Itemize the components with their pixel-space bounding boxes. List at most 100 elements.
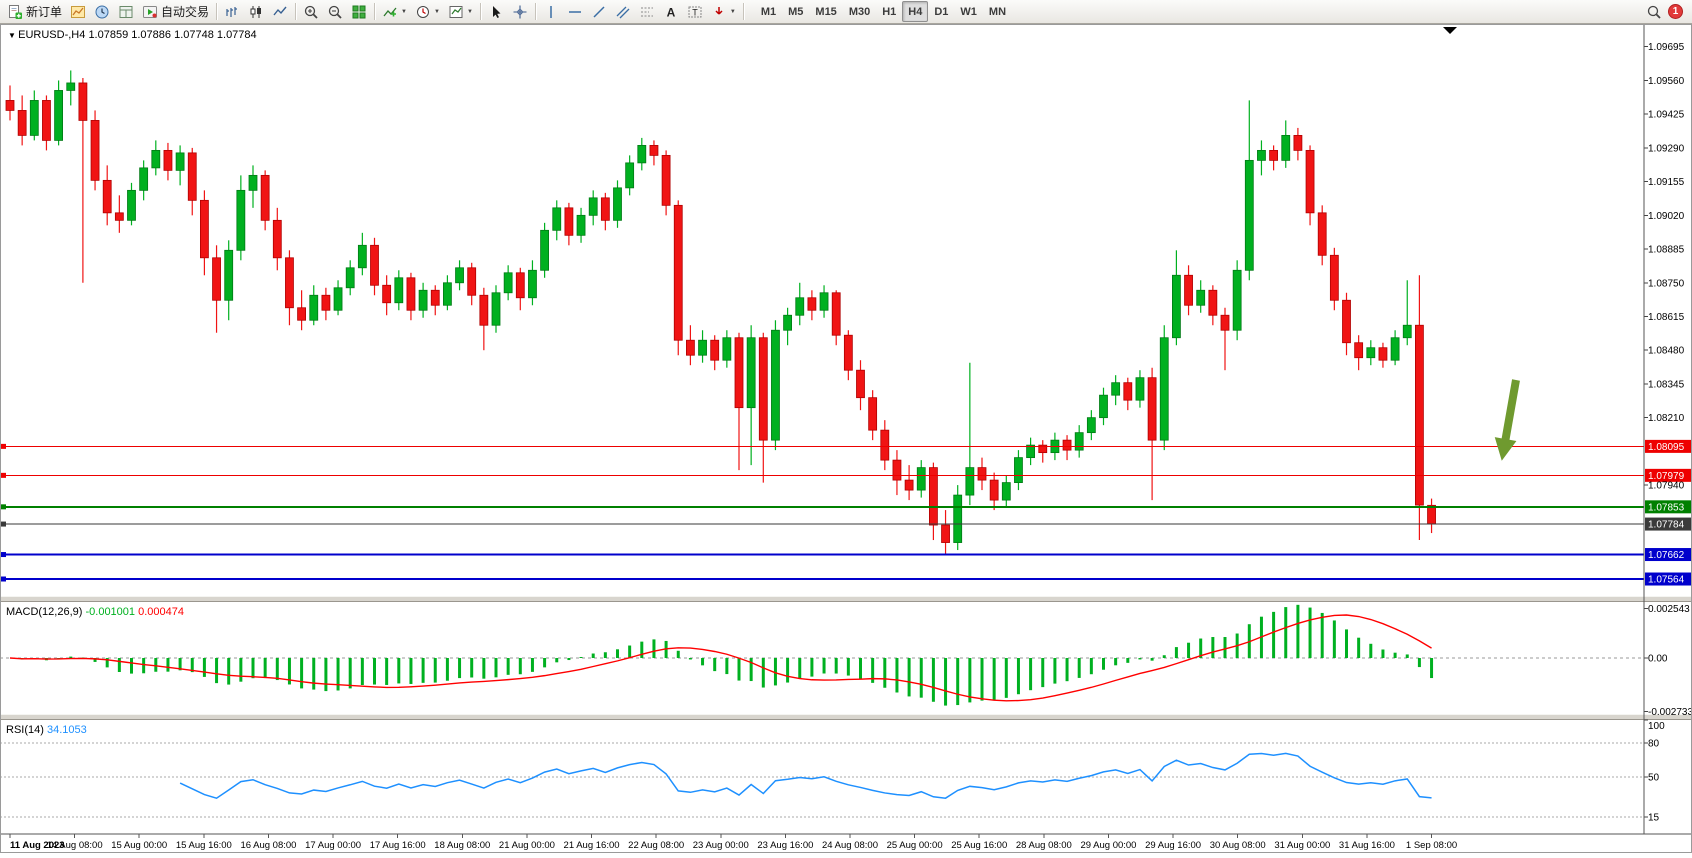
price-badge-label: 1.08095 [1648, 442, 1685, 453]
crosshair-button[interactable] [508, 1, 532, 22]
timeframe-m30[interactable]: M30 [843, 1, 876, 22]
trendline-button[interactable] [587, 1, 611, 22]
macd-histogram [20, 604, 1434, 706]
text-label-icon: T [688, 6, 702, 17]
macd-label: MACD(12,26,9) -0.001001 0.000474 [6, 606, 184, 618]
toolbar-separator [374, 3, 376, 20]
profiles-icon [95, 5, 109, 18]
price-axis-label: 1.07940 [1648, 481, 1685, 492]
fibonacci-button[interactable] [635, 1, 659, 22]
toolbar-separator [479, 3, 481, 20]
rsi-axis-label: 100 [1648, 721, 1665, 732]
time-axis-label: 23 Aug 00:00 [693, 840, 749, 851]
timeframe-m15[interactable]: M15 [809, 1, 842, 22]
indicators-button[interactable]: ▼ [378, 1, 411, 22]
hline-anchor[interactable] [1, 552, 6, 558]
time-axis-label: 21 Aug 00:00 [499, 840, 555, 851]
zoom-out-button[interactable] [323, 1, 347, 22]
time-axis-label: 17 Aug 00:00 [305, 840, 361, 851]
price-badge [1645, 439, 1691, 453]
horizontal-line-icon [568, 10, 581, 13]
vertical-line-icon [550, 5, 552, 18]
timeframe-h1[interactable]: H1 [876, 1, 902, 22]
bar-chart-icon [226, 6, 238, 17]
new-chart-button[interactable] [66, 1, 90, 22]
rsi-panel: RSI(14) 34.1053 100 80 50 15 [0, 719, 1665, 823]
macd-panel: MACD(12,26,9) -0.001001 0.000474 0.002543… [0, 604, 1692, 718]
search-icon [1647, 5, 1661, 19]
time-axis-label: 17 Aug 16:00 [370, 840, 426, 851]
vertical-line-button[interactable] [539, 1, 563, 22]
timeframe-w1[interactable]: W1 [954, 1, 983, 22]
hline-anchor[interactable] [1, 576, 6, 582]
hline-anchor[interactable] [1, 443, 6, 449]
auto-trading-label: 自动交易 [161, 5, 210, 19]
hline-anchor[interactable] [1, 521, 6, 527]
svg-text:A: A [667, 5, 676, 19]
time-axis-label: 22 Aug 08:00 [628, 840, 684, 851]
macd-axis-label: -0.002733 [1648, 707, 1692, 718]
hline-anchor[interactable] [1, 472, 6, 478]
new-order-button[interactable]: 新订单 [3, 1, 66, 22]
hline-anchor[interactable] [1, 504, 6, 510]
time-axis-label: 25 Aug 16:00 [951, 840, 1007, 851]
price-badge-label: 1.07784 [1648, 520, 1685, 531]
panel-splitter[interactable] [0, 714, 1692, 720]
chart-window: 1.08095 1.07979 1.07853 1.07784 1.07662 1.075… [0, 24, 1692, 853]
text-icon: A [667, 5, 676, 19]
timeframe-m1[interactable]: M1 [755, 1, 782, 22]
time-axis-label: 25 Aug 00:00 [887, 840, 943, 851]
price-badge-label: 1.07853 [1648, 502, 1685, 513]
down-arrow-annotation[interactable] [1491, 378, 1527, 463]
price-axis-label: 1.09425 [1648, 110, 1685, 121]
arrows-button[interactable]: ▼ [707, 1, 740, 22]
text-label-button[interactable]: T [683, 1, 707, 22]
zoom-in-button[interactable] [299, 1, 323, 22]
chevron-down-icon: ▼ [729, 8, 736, 15]
tile-windows-button[interactable] [347, 1, 371, 22]
rsi-axis-label: 50 [1648, 773, 1660, 784]
price-badge [1645, 468, 1691, 482]
line-chart-button[interactable] [268, 1, 292, 22]
timeframe-h4[interactable]: H4 [902, 1, 929, 22]
time-axis-label: 18 Aug 08:00 [434, 840, 490, 851]
strategy-tester-button[interactable] [114, 1, 138, 22]
toolbar-separator [534, 3, 536, 20]
macd-axis-label: 0.00 [1648, 654, 1668, 665]
time-axis-label: 1 Sep 08:00 [1406, 840, 1457, 851]
timeframe-d1[interactable]: D1 [928, 1, 954, 22]
periods-button[interactable]: ▼ [411, 1, 444, 22]
price-axis-label: 1.08750 [1648, 278, 1685, 289]
scroll-position-marker[interactable] [1443, 27, 1457, 34]
channel-button[interactable] [611, 1, 635, 22]
text-button[interactable]: A [659, 1, 683, 22]
auto-trading-icon [143, 5, 158, 18]
new-order-icon [9, 4, 22, 19]
price-axis-label: 1.08480 [1648, 346, 1685, 357]
price-badge-label: 1.07979 [1648, 471, 1685, 482]
cursor-icon [492, 5, 501, 18]
time-axis-label: 28 Aug 08:00 [1016, 840, 1072, 851]
toolbar-separator [742, 3, 744, 20]
chart-title: ▼ EURUSD-,H4 1.07859 1.07886 1.07748 1.0… [8, 29, 257, 41]
timeframe-m5[interactable]: M5 [782, 1, 809, 22]
time-axis-label: 29 Aug 16:00 [1145, 840, 1201, 851]
price-axis-label: 1.09155 [1648, 177, 1685, 188]
search-button[interactable] [1642, 1, 1666, 22]
auto-trading-button[interactable]: 自动交易 [138, 1, 213, 22]
candlestick-button[interactable] [244, 1, 268, 22]
panel-splitter[interactable] [0, 596, 1692, 602]
indicators-icon [383, 7, 397, 16]
chevron-down-icon: ▼ [401, 8, 407, 15]
templates-button[interactable]: ▼ [444, 1, 477, 22]
tile-windows-icon [352, 5, 366, 18]
profiles-button[interactable] [90, 1, 114, 22]
notification-badge[interactable]: 1 [1668, 4, 1683, 19]
bar-chart-button[interactable] [220, 1, 244, 22]
timeframe-mn[interactable]: MN [983, 1, 1012, 22]
templates-icon [449, 5, 463, 18]
new-chart-icon [71, 5, 86, 18]
cursor-button[interactable] [484, 1, 508, 22]
horizontal-line-button[interactable] [563, 1, 587, 22]
